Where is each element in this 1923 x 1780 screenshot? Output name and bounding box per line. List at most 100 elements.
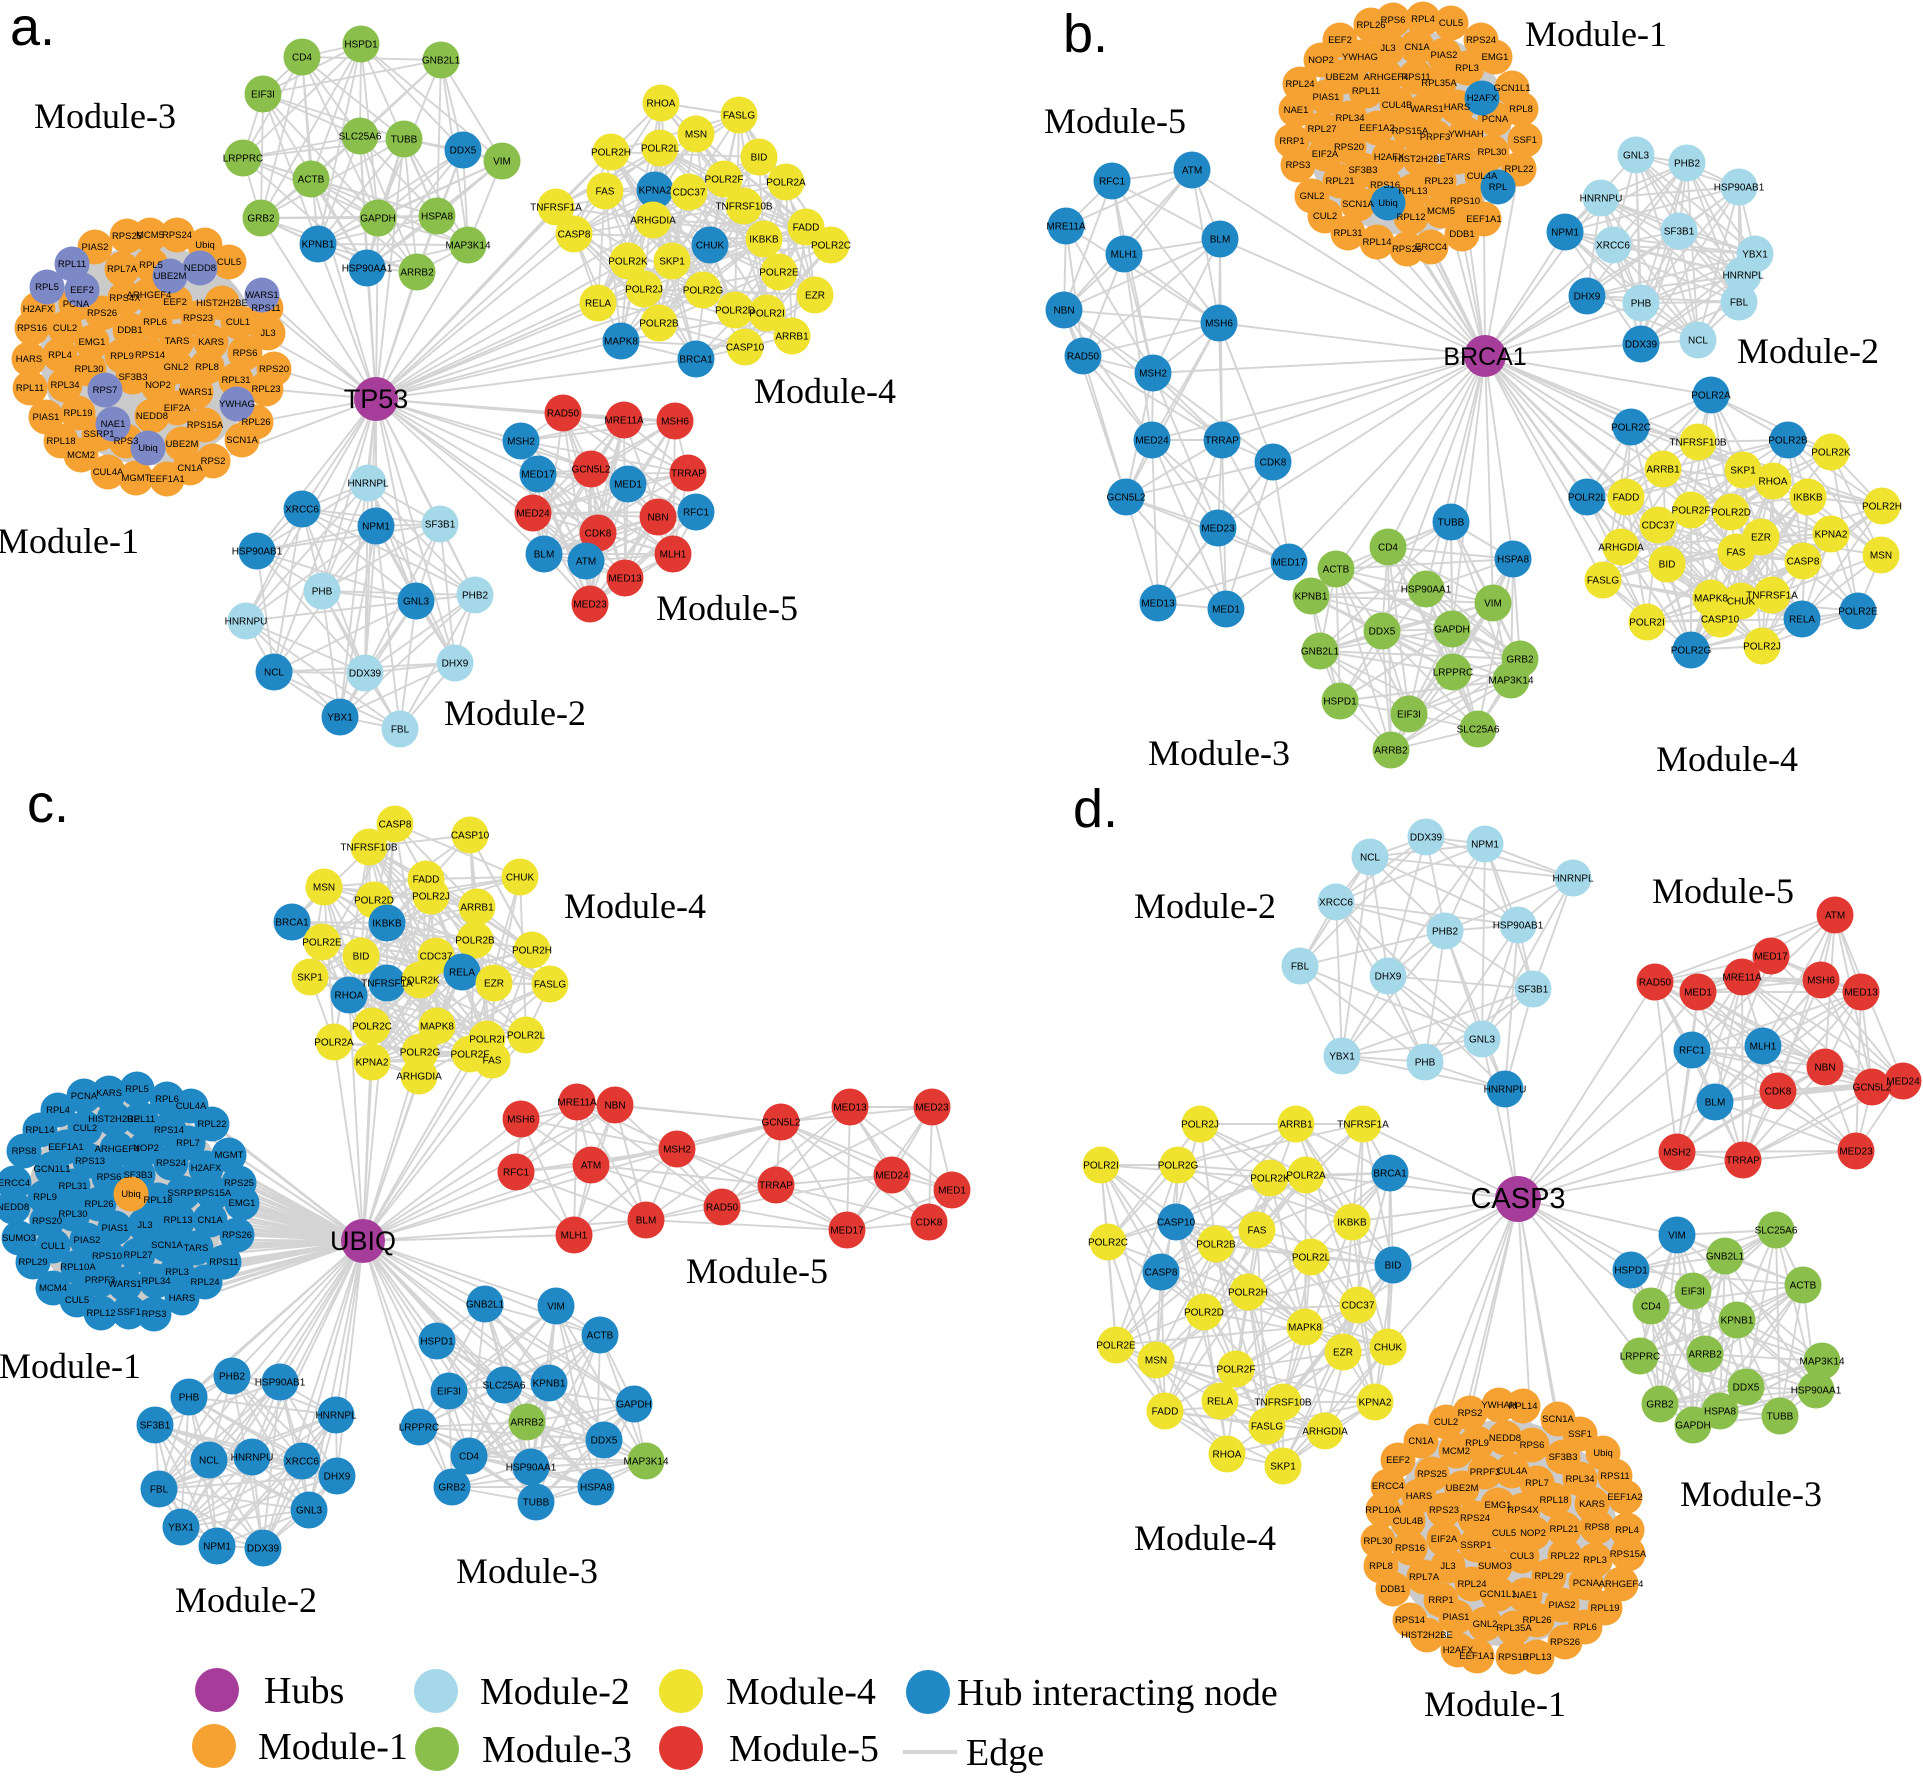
svg-text:JL3: JL3 (1380, 43, 1395, 54)
svg-text:SSRP1: SSRP1 (167, 1188, 198, 1199)
svg-text:IKBKB: IKBKB (372, 919, 402, 930)
svg-text:MRE11A: MRE11A (557, 1098, 597, 1109)
svg-text:ACTB: ACTB (1323, 565, 1350, 576)
svg-text:MED23: MED23 (915, 1103, 949, 1114)
svg-text:UBIQ: UBIQ (330, 1226, 396, 1256)
svg-text:EMG1: EMG1 (1485, 1500, 1512, 1511)
svg-text:RPL24: RPL24 (190, 1277, 219, 1288)
svg-text:CUL4A: CUL4A (93, 467, 124, 478)
svg-text:MED24: MED24 (1135, 436, 1169, 447)
svg-text:Module-1: Module-1 (1525, 14, 1667, 54)
svg-text:RPL9: RPL9 (1465, 1438, 1489, 1449)
svg-text:MED24: MED24 (1886, 1077, 1920, 1088)
svg-text:FAS: FAS (1727, 548, 1746, 559)
svg-text:GCN1L1: GCN1L1 (34, 1164, 71, 1175)
svg-text:RPS15A: RPS15A (1610, 1549, 1647, 1560)
svg-text:VIM: VIM (493, 157, 511, 168)
svg-text:H2AFX: H2AFX (1374, 152, 1405, 163)
svg-text:RPS24: RPS24 (156, 1158, 186, 1169)
svg-text:TRRAP: TRRAP (759, 1181, 793, 1192)
svg-text:RPL14: RPL14 (1362, 237, 1391, 248)
svg-text:PIAS1: PIAS1 (1313, 92, 1340, 103)
svg-text:POLR2B: POLR2B (1768, 436, 1808, 447)
svg-text:MLH1: MLH1 (561, 1231, 588, 1242)
svg-text:MAPK8: MAPK8 (420, 1022, 454, 1033)
svg-text:RPL3: RPL3 (165, 1267, 189, 1278)
svg-text:MSN: MSN (1870, 551, 1892, 562)
svg-text:Module-1: Module-1 (0, 1346, 141, 1386)
svg-text:MSH6: MSH6 (1807, 976, 1835, 987)
svg-text:RPL18: RPL18 (143, 1195, 172, 1206)
svg-text:PRPF3: PRPF3 (85, 1275, 116, 1286)
svg-text:RPL9: RPL9 (110, 351, 134, 362)
svg-text:POLR2G: POLR2G (683, 286, 724, 297)
svg-text:RELA: RELA (449, 968, 475, 979)
svg-text:BRCA1: BRCA1 (1373, 1169, 1407, 1180)
svg-text:RPS11: RPS11 (1600, 1471, 1629, 1482)
svg-text:FADD: FADD (793, 223, 820, 234)
svg-text:POLR2L: POLR2L (1292, 1253, 1331, 1264)
svg-text:XRCC6: XRCC6 (285, 505, 319, 516)
svg-text:RPL24: RPL24 (1457, 1579, 1486, 1590)
svg-text:RPL22: RPL22 (197, 1119, 226, 1130)
svg-text:RPS4X: RPS4X (109, 293, 141, 304)
svg-text:RPS25: RPS25 (224, 1178, 254, 1189)
svg-text:MED24: MED24 (875, 1171, 909, 1182)
svg-text:NCL: NCL (199, 1456, 219, 1467)
svg-text:RPS11: RPS11 (209, 1257, 238, 1268)
svg-text:GNL2: GNL2 (1300, 191, 1325, 202)
svg-text:EEF1A1: EEF1A1 (1459, 1651, 1494, 1662)
svg-text:RELA: RELA (1789, 615, 1815, 626)
svg-text:EZR: EZR (1751, 533, 1771, 544)
svg-text:RPL27: RPL27 (1307, 124, 1336, 135)
svg-text:ACTB: ACTB (298, 175, 325, 186)
svg-text:RPS24: RPS24 (1460, 1513, 1490, 1524)
svg-text:CDK8: CDK8 (916, 1218, 943, 1229)
svg-text:Module-3: Module-3 (34, 96, 176, 136)
svg-text:CDC37: CDC37 (673, 188, 706, 199)
svg-text:RHOA: RHOA (335, 991, 364, 1002)
svg-text:PIAS1: PIAS1 (102, 1223, 129, 1234)
svg-text:RRP1: RRP1 (1428, 1595, 1453, 1606)
svg-text:SLC25A6: SLC25A6 (1457, 725, 1500, 736)
svg-text:CUL4A: CUL4A (176, 1101, 207, 1112)
svg-text:CUL4A: CUL4A (1467, 171, 1498, 182)
svg-text:RPS3: RPS3 (1286, 160, 1311, 171)
svg-text:HSP90AA1: HSP90AA1 (1401, 585, 1452, 596)
svg-text:Module-1: Module-1 (0, 521, 139, 561)
svg-text:SCN1A: SCN1A (226, 435, 258, 446)
svg-text:SLC25A6: SLC25A6 (1755, 1226, 1798, 1237)
svg-text:PHB2: PHB2 (462, 591, 489, 602)
svg-text:RPL34: RPL34 (1335, 113, 1364, 124)
svg-text:HNRNPL: HNRNPL (1722, 271, 1764, 282)
svg-text:ERCC4: ERCC4 (1372, 1481, 1404, 1492)
svg-text:POLR2K: POLR2K (1811, 448, 1851, 459)
svg-text:RPL12: RPL12 (1396, 212, 1425, 223)
svg-text:HSPD1: HSPD1 (344, 40, 378, 51)
svg-text:ATM: ATM (1825, 911, 1845, 922)
svg-text:POLR2I: POLR2I (1083, 1161, 1119, 1172)
svg-text:RPL12: RPL12 (86, 1308, 115, 1319)
svg-text:KPNA2: KPNA2 (639, 186, 672, 197)
svg-text:TNFRSF10B: TNFRSF10B (1254, 1398, 1312, 1409)
svg-text:RPL34: RPL34 (141, 1276, 170, 1287)
svg-text:MSN: MSN (1145, 1356, 1167, 1367)
svg-text:HSP90AB1: HSP90AB1 (1493, 921, 1544, 932)
svg-text:RPS11: RPS11 (1401, 72, 1430, 83)
svg-text:MAP3K14: MAP3K14 (623, 1457, 668, 1468)
svg-text:RPS8: RPS8 (12, 1146, 37, 1157)
svg-text:RPL11: RPL11 (127, 1114, 155, 1125)
svg-text:HNRNPL: HNRNPL (347, 479, 389, 490)
svg-text:BLM: BLM (1210, 235, 1231, 246)
svg-text:MSH2: MSH2 (1663, 1148, 1691, 1159)
svg-text:POLR2G: POLR2G (1671, 646, 1712, 657)
svg-text:EIF2A: EIF2A (1312, 149, 1339, 160)
svg-text:MLH1: MLH1 (660, 550, 687, 561)
svg-text:CASP10: CASP10 (1157, 1218, 1196, 1229)
svg-text:ARRB1: ARRB1 (775, 332, 809, 343)
svg-text:EEF2: EEF2 (1328, 35, 1352, 46)
svg-text:KPNB1: KPNB1 (1295, 592, 1328, 603)
svg-text:RPS14: RPS14 (154, 1125, 184, 1136)
svg-text:EEF1A1: EEF1A1 (1466, 214, 1501, 225)
svg-text:EEF1A1: EEF1A1 (48, 1142, 83, 1153)
